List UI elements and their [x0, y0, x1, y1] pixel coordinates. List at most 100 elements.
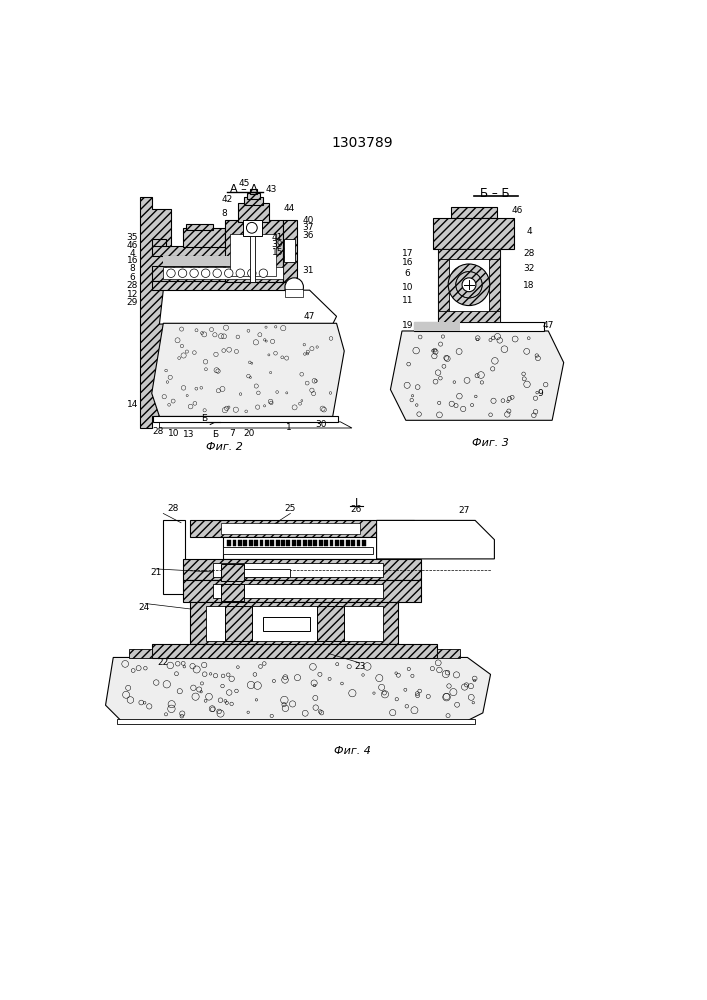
- Circle shape: [448, 264, 490, 306]
- Text: 42: 42: [221, 195, 233, 204]
- Bar: [187, 224, 214, 230]
- Bar: [264, 617, 310, 631]
- Text: 10: 10: [402, 283, 413, 292]
- Text: 39: 39: [271, 240, 283, 249]
- Bar: [182, 559, 421, 580]
- Circle shape: [213, 269, 221, 277]
- Bar: [182, 580, 421, 602]
- Bar: [286, 540, 291, 546]
- Bar: [292, 540, 296, 546]
- Bar: [438, 249, 500, 259]
- Bar: [129, 649, 152, 658]
- Text: Б: Б: [201, 414, 207, 423]
- Bar: [221, 584, 244, 601]
- Bar: [152, 246, 264, 256]
- Bar: [230, 234, 276, 276]
- Text: Б – Б: Б – Б: [479, 187, 509, 200]
- Bar: [438, 249, 500, 322]
- Text: 19: 19: [402, 321, 413, 330]
- Bar: [163, 256, 256, 266]
- Bar: [243, 540, 247, 546]
- Text: I: I: [355, 498, 358, 508]
- Polygon shape: [390, 331, 563, 420]
- Bar: [152, 239, 165, 247]
- Bar: [265, 540, 269, 546]
- Bar: [329, 540, 334, 546]
- Text: 28: 28: [523, 249, 534, 258]
- Text: 41: 41: [271, 233, 283, 242]
- Text: 46: 46: [127, 241, 138, 250]
- Circle shape: [201, 269, 210, 277]
- Text: 46: 46: [512, 206, 523, 215]
- Bar: [244, 197, 264, 205]
- Bar: [438, 249, 449, 322]
- Bar: [313, 540, 317, 546]
- Text: 47: 47: [304, 312, 315, 321]
- Circle shape: [456, 272, 482, 298]
- Text: 26: 26: [350, 505, 361, 514]
- Bar: [259, 540, 264, 546]
- Text: 35: 35: [127, 233, 139, 242]
- Text: Фиг. 2: Фиг. 2: [206, 442, 243, 452]
- Bar: [243, 220, 262, 235]
- Bar: [117, 719, 475, 724]
- Bar: [340, 540, 344, 546]
- Text: 9: 9: [538, 389, 544, 398]
- Bar: [303, 540, 307, 546]
- Text: 40: 40: [303, 216, 314, 225]
- Circle shape: [167, 269, 175, 277]
- Bar: [414, 322, 460, 331]
- Bar: [285, 289, 303, 297]
- Text: 24: 24: [139, 603, 150, 612]
- Bar: [270, 540, 274, 546]
- Text: 28: 28: [127, 281, 138, 290]
- Bar: [221, 564, 244, 581]
- Circle shape: [236, 269, 245, 277]
- Circle shape: [247, 222, 257, 233]
- Polygon shape: [152, 323, 344, 416]
- Circle shape: [225, 269, 233, 277]
- Circle shape: [259, 269, 268, 277]
- Bar: [283, 220, 296, 282]
- Text: 17: 17: [402, 249, 413, 258]
- Text: 28: 28: [168, 504, 179, 513]
- Bar: [153, 416, 338, 422]
- Circle shape: [462, 278, 476, 292]
- Text: 43: 43: [265, 185, 276, 194]
- Text: 4: 4: [526, 227, 532, 236]
- Polygon shape: [140, 197, 171, 428]
- Text: 13: 13: [183, 430, 194, 439]
- Bar: [238, 203, 269, 222]
- Bar: [351, 540, 355, 546]
- Bar: [254, 540, 258, 546]
- Text: 10: 10: [168, 429, 179, 438]
- Bar: [319, 540, 322, 546]
- Polygon shape: [160, 290, 337, 324]
- Bar: [163, 267, 283, 279]
- Text: 16: 16: [402, 258, 413, 267]
- Text: 12: 12: [127, 290, 138, 299]
- Bar: [225, 220, 283, 282]
- Text: 11: 11: [402, 296, 413, 305]
- Bar: [414, 322, 544, 331]
- Bar: [308, 540, 312, 546]
- Polygon shape: [377, 520, 494, 559]
- Bar: [356, 540, 361, 546]
- Text: 8: 8: [129, 264, 135, 273]
- Text: 28: 28: [152, 427, 163, 436]
- Text: 21: 21: [150, 568, 161, 577]
- Bar: [152, 644, 437, 658]
- Polygon shape: [105, 657, 491, 721]
- Bar: [163, 256, 256, 266]
- Bar: [250, 189, 257, 194]
- Text: 1303789: 1303789: [332, 136, 394, 150]
- Bar: [190, 602, 398, 644]
- Bar: [206, 606, 382, 641]
- Circle shape: [190, 269, 199, 277]
- Text: 36: 36: [303, 231, 314, 240]
- Text: 7: 7: [230, 429, 235, 438]
- Bar: [437, 649, 460, 658]
- Text: 1: 1: [286, 424, 292, 432]
- Bar: [346, 540, 350, 546]
- Bar: [214, 563, 382, 577]
